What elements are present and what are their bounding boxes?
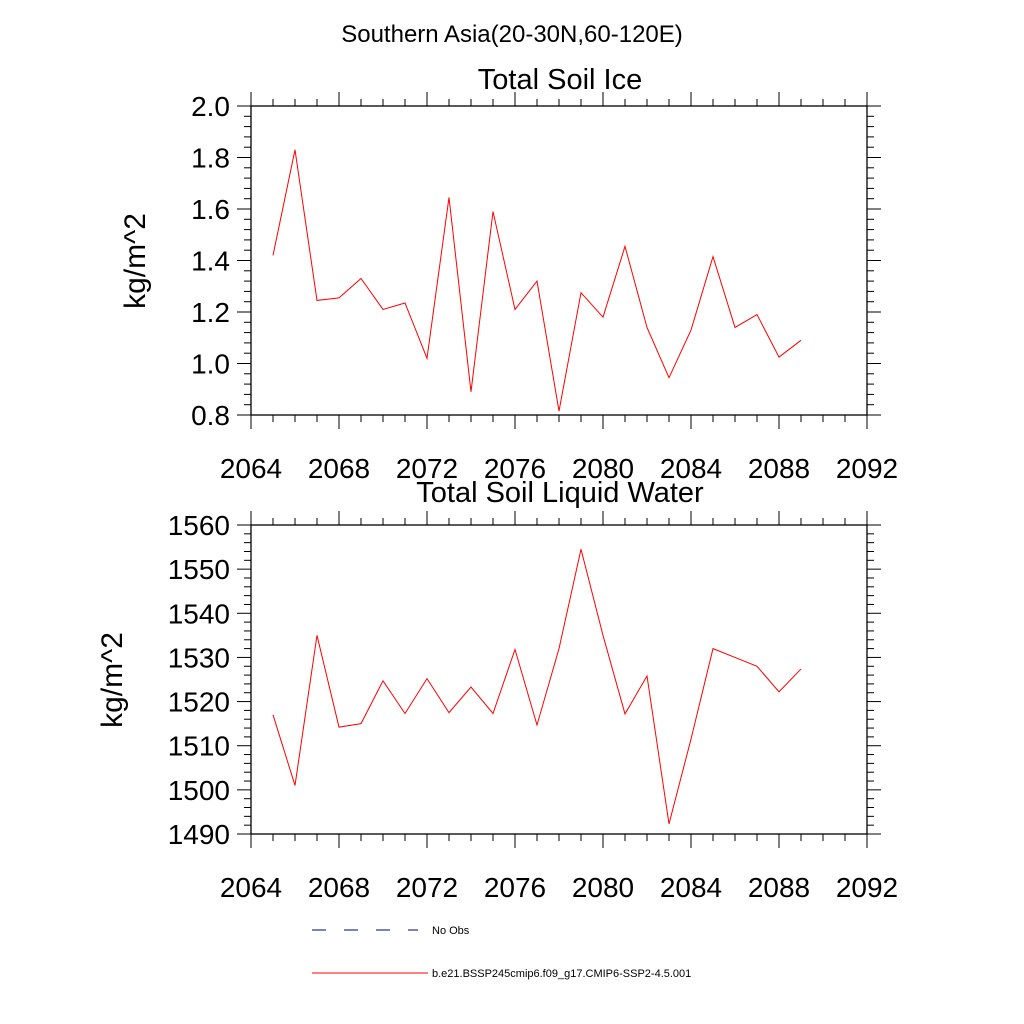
y-tick-labels: 0.8 1.0 1.2 1.4 1.6 1.8 2.0 [191, 91, 230, 431]
x-tick-label: 2068 [308, 453, 370, 484]
y-tick-label: 0.8 [191, 400, 230, 431]
x-tick-label: 2076 [484, 872, 546, 903]
x-tick-label: 2080 [572, 872, 634, 903]
plot-frame [250, 524, 868, 835]
panel-total-soil-ice: Total Soil Ice kg/m^2 2064 2068 2072 2076 20… [119, 64, 898, 484]
series-line [272, 549, 802, 824]
legend: No Obs b.e21.BSSP245cmip6.f09_g17.CMIP6-… [312, 925, 691, 980]
y-tick-label: 1.0 [191, 349, 230, 380]
plot-frame [250, 105, 868, 416]
x-tick-label: 2064 [220, 453, 282, 484]
x-tick-label: 2076 [484, 453, 546, 484]
panel-total-soil-liquid-water: Total Soil Liquid Water kg/m^2 2064 2068 2… [96, 477, 898, 903]
y-tick-label: 1530 [168, 642, 230, 673]
y-tick-label: 1540 [168, 598, 230, 629]
y-tick-label: 1.8 [191, 143, 230, 174]
x-tick-label: 2092 [836, 453, 898, 484]
y-tick-labels: 1490 1500 1510 1520 1530 1540 1550 1560 [168, 510, 230, 850]
chart-title: Total Soil Ice [478, 64, 642, 96]
axis-ticks [237, 511, 881, 848]
y-tick-label: 1520 [168, 687, 230, 718]
x-tick-labels: 2064 2068 2072 2076 2080 2084 2088 2092 [220, 453, 898, 484]
x-tick-label: 2072 [396, 453, 458, 484]
y-tick-label: 1.4 [191, 246, 230, 277]
y-tick-label: 2.0 [191, 91, 230, 122]
series-line [272, 149, 802, 412]
y-tick-label: 1550 [168, 554, 230, 585]
figure-suptitle: Southern Asia(20-30N,60-120E) [341, 21, 683, 48]
x-tick-label: 2088 [748, 872, 810, 903]
y-axis-label: kg/m^2 [96, 632, 129, 728]
y-tick-label: 1490 [168, 819, 230, 850]
x-tick-label: 2068 [308, 872, 370, 903]
x-tick-label: 2084 [660, 872, 722, 903]
x-tick-label: 2080 [572, 453, 634, 484]
y-tick-label: 1510 [168, 731, 230, 762]
x-tick-label: 2088 [748, 453, 810, 484]
y-axis-label: kg/m^2 [119, 213, 152, 309]
x-tick-label: 2072 [396, 872, 458, 903]
chart-title: Total Soil Liquid Water [416, 477, 704, 509]
x-tick-label: 2064 [220, 872, 282, 903]
x-tick-label: 2084 [660, 453, 722, 484]
y-tick-label: 1560 [168, 510, 230, 541]
y-tick-label: 1.6 [191, 194, 230, 225]
y-tick-label: 1.2 [191, 297, 230, 328]
x-tick-label: 2092 [836, 872, 898, 903]
legend-label-model-run: b.e21.BSSP245cmip6.f09_g17.CMIP6-SSP2-4.… [432, 968, 691, 980]
x-tick-labels: 2064 2068 2072 2076 2080 2084 2088 2092 [220, 872, 898, 903]
legend-label-no-obs: No Obs [432, 925, 470, 937]
y-tick-label: 1500 [168, 775, 230, 806]
axis-ticks [237, 92, 881, 429]
